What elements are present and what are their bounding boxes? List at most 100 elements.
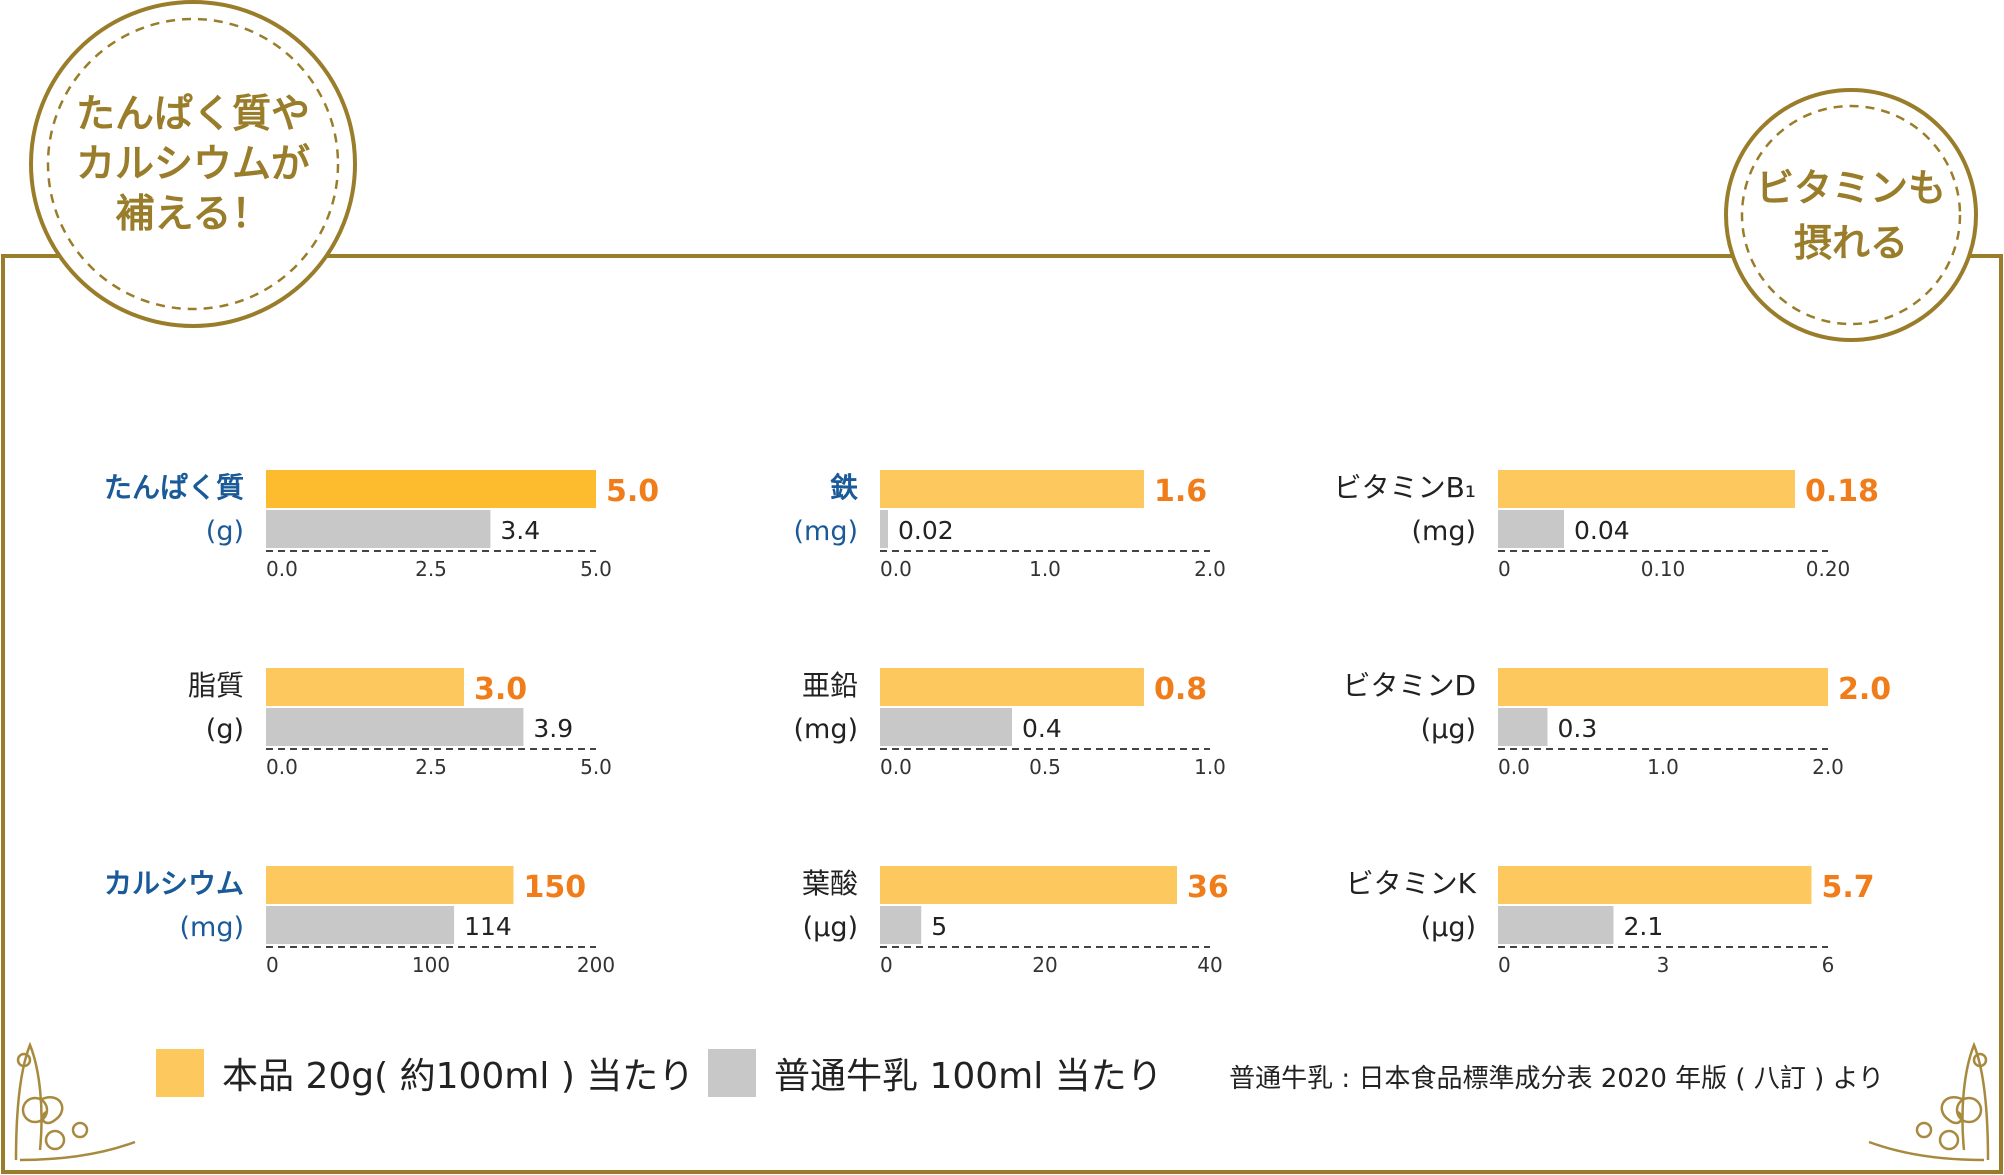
right-badge-line: 摂れる [1793,220,1908,266]
nutrient-name: 鉄 [830,471,858,504]
milk-value-label: 5 [931,912,947,941]
legend-milk: 普通牛乳 100ml 当たり [708,1048,1163,1098]
tick-label: 2.5 [415,557,447,581]
milk-bar [880,708,1012,746]
tick-label: 40 [1197,953,1222,977]
right-badge-line: ビタミンも [1755,165,1946,210]
milk-value-label: 0.02 [898,516,954,545]
milk-bar [1498,510,1564,548]
milk-value-label: 3.9 [533,714,573,743]
nutrient-unit: (g) [206,714,244,745]
nutrient-unit: (mg) [793,714,858,745]
milk-bar [1498,708,1548,746]
legend-product: 本品 20g( 約100ml ) 当たり [156,1048,694,1098]
nutrient-chart: ビタミンD (μg) 2.0 0.3 0.0 1.0 2.0 [1342,668,1891,779]
milk-value-label: 0.4 [1022,714,1062,743]
tick-label: 2.0 [1194,557,1226,581]
bottom-left-ornament [14,1041,136,1162]
tick-label: 0.10 [1641,557,1686,581]
milk-value-label: 114 [464,912,512,941]
nutrient-unit: (μg) [803,912,858,943]
chart-grid: たんぱく質 (g) 5.0 3.4 0.0 2.5 5.0 鉄 (mg) 1.6 0.02 0.0 1.… [104,470,1891,977]
source-note: 普通牛乳 : 日本食品標準成分表 2020 年版 ( 八訂 ) より [1229,1064,1884,1094]
product-bar [266,668,464,706]
legend-swatch-milk [708,1049,756,1097]
product-bar [880,470,1144,508]
tick-label: 6 [1822,953,1835,977]
nutrient-chart: 脂質 (g) 3.03.9 0.0 2.5 5.0 [188,668,612,779]
product-value-label: 2.0 [1838,672,1891,707]
nutrient-name: 脂質 [188,669,244,702]
left-badge-line: たんぱく質や [75,91,310,137]
nutrient-chart: 葉酸 (μg) 36 5 0 20 40 [802,866,1229,977]
nutrient-chart: 鉄 (mg) 1.6 0.02 0.0 1.0 2.0 [793,470,1226,581]
nutrient-unit: (g) [206,516,244,547]
legend-swatch-product [156,1049,204,1097]
nutrient-unit: (μg) [1421,912,1476,943]
product-bar [1498,668,1828,706]
product-value-label: 0.18 [1805,474,1879,509]
milk-bar [880,906,922,944]
nutrient-name: 亜鉛 [802,669,858,702]
tick-label: 1.0 [1029,557,1061,581]
nutrient-chart: ビタミンK (μg) 5.7 2.1 0 3 6 [1346,866,1875,977]
left-badge-line: 補える！ [115,190,271,237]
product-bar [266,866,514,904]
tick-label: 0.5 [1029,755,1061,779]
nutrient-name: 葉酸 [802,867,858,900]
nutrient-chart: ビタミンB₁ (mg) 0.18 0.04 0 0.10 0.20 [1334,470,1879,581]
product-bar [1498,866,1812,904]
nutrient-chart: 亜鉛 (mg) 0.8 0.4 0.0 0.5 1.0 [793,668,1226,779]
gold-frame [1,254,2003,1174]
product-bar [1498,470,1795,508]
product-value-label: 1.6 [1154,474,1207,509]
tick-label: 0.0 [266,755,298,779]
product-value-label: 0.8 [1154,672,1207,707]
milk-bar [266,708,524,746]
product-value-label: 36 [1187,870,1229,905]
tick-label: 20 [1032,953,1057,977]
milk-bar [880,510,888,548]
tick-label: 0.0 [880,755,912,779]
right-badge-dashed-ring [1740,104,1962,326]
product-bar [880,668,1144,706]
nutrient-unit: (mg) [793,516,858,547]
tick-label: 3 [1657,953,1670,977]
tick-label: 0.0 [880,557,912,581]
right-badge-text: ビタミンも 摂れる [1731,160,1971,270]
product-value-label: 5.7 [1822,870,1875,905]
tick-label: 0 [880,953,893,977]
nutrient-chart: カルシウム (mg) 150 114 0 100 200 [104,866,615,977]
milk-value-label: 0.04 [1574,516,1630,545]
legend-label-milk: 普通牛乳 100ml 当たり [774,1056,1163,1097]
milk-bar [266,510,491,548]
nutrient-name: ビタミンB₁ [1334,471,1476,504]
nutrient-name: ビタミンD [1342,669,1476,702]
nutrient-name: カルシウム [104,867,244,900]
tick-label: 2.5 [415,755,447,779]
tick-label: 1.0 [1194,755,1226,779]
tick-label: 0.20 [1806,557,1851,581]
product-value-label: 5.0 [606,474,659,509]
left-badge-circle [29,0,357,328]
nutrient-unit: (mg) [179,912,244,943]
milk-value-label: 2.1 [1624,912,1664,941]
milk-bar [1498,906,1614,944]
milk-value-label: 3.4 [500,516,540,545]
left-badge-line: カルシウムが [75,140,310,187]
left-badge-text: たんぱく質や カルシウムが 補える！ [53,90,333,240]
tick-label: 0 [1498,557,1511,581]
tick-label: 5.0 [580,755,612,779]
tick-label: 2.0 [1812,755,1844,779]
tick-label: 0.0 [1498,755,1530,779]
milk-bar [266,906,455,944]
nutrient-name: ビタミンK [1346,867,1477,900]
tick-label: 200 [577,953,615,977]
nutrient-chart: たんぱく質 (g) 5.0 3.4 0.0 2.5 5.0 [104,470,659,581]
tick-label: 1.0 [1647,755,1679,779]
right-badge-circle [1724,88,1978,342]
tick-label: 0 [266,953,279,977]
product-value-label: 3.0 [474,672,527,707]
tick-label: 0.0 [266,557,298,581]
